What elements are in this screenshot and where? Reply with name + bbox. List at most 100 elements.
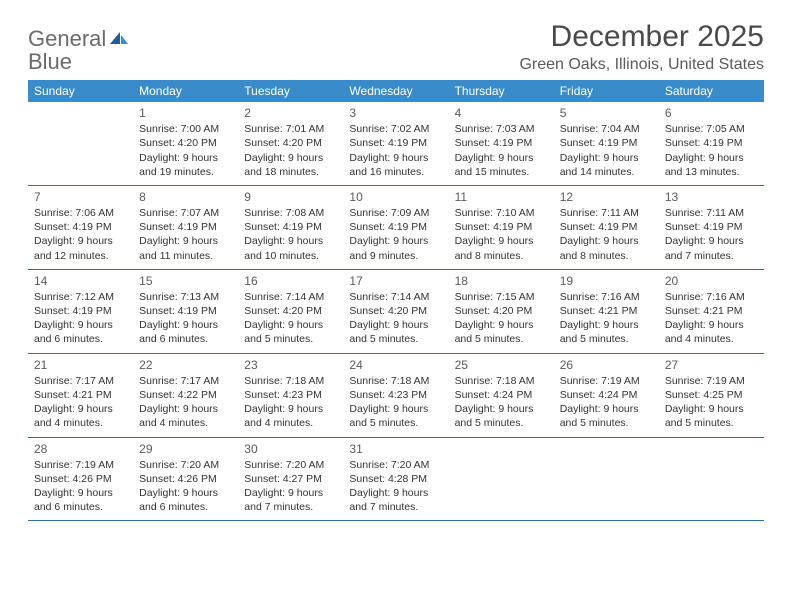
sunrise-text: Sunrise: 7:20 AM	[244, 458, 337, 472]
daylight-text: Daylight: 9 hours and 11 minutes.	[139, 234, 232, 262]
day-number: 21	[34, 357, 127, 373]
sunrise-text: Sunrise: 7:08 AM	[244, 206, 337, 220]
sunset-text: Sunset: 4:20 PM	[139, 136, 232, 150]
sunset-text: Sunset: 4:19 PM	[349, 136, 442, 150]
calendar: SundayMondayTuesdayWednesdayThursdayFrid…	[28, 80, 764, 521]
day-cell	[659, 438, 764, 521]
sunrise-text: Sunrise: 7:12 AM	[34, 290, 127, 304]
daylight-text: Daylight: 9 hours and 4 minutes.	[665, 318, 758, 346]
sunrise-text: Sunrise: 7:16 AM	[560, 290, 653, 304]
day-cell: 6Sunrise: 7:05 AMSunset: 4:19 PMDaylight…	[659, 102, 764, 185]
logo-text-block: General Blue	[28, 28, 130, 74]
sunrise-text: Sunrise: 7:18 AM	[349, 374, 442, 388]
daylight-text: Daylight: 9 hours and 5 minutes.	[349, 402, 442, 430]
day-number: 2	[244, 105, 337, 121]
sunset-text: Sunset: 4:19 PM	[665, 220, 758, 234]
day-cell	[28, 102, 133, 185]
sunset-text: Sunset: 4:19 PM	[455, 136, 548, 150]
sunrise-text: Sunrise: 7:11 AM	[560, 206, 653, 220]
day-cell: 11Sunrise: 7:10 AMSunset: 4:19 PMDayligh…	[449, 186, 554, 269]
day-cell: 15Sunrise: 7:13 AMSunset: 4:19 PMDayligh…	[133, 270, 238, 353]
day-cell: 22Sunrise: 7:17 AMSunset: 4:22 PMDayligh…	[133, 354, 238, 437]
day-number: 18	[455, 273, 548, 289]
sunrise-text: Sunrise: 7:14 AM	[349, 290, 442, 304]
sunset-text: Sunset: 4:19 PM	[349, 220, 442, 234]
daylight-text: Daylight: 9 hours and 15 minutes.	[455, 151, 548, 179]
sunset-text: Sunset: 4:20 PM	[244, 304, 337, 318]
day-header-saturday: Saturday	[659, 80, 764, 102]
sunset-text: Sunset: 4:23 PM	[349, 388, 442, 402]
day-number: 10	[349, 189, 442, 205]
day-number: 15	[139, 273, 232, 289]
daylight-text: Daylight: 9 hours and 9 minutes.	[349, 234, 442, 262]
daylight-text: Daylight: 9 hours and 7 minutes.	[244, 486, 337, 514]
sunset-text: Sunset: 4:20 PM	[455, 304, 548, 318]
day-number: 16	[244, 273, 337, 289]
day-cell	[554, 438, 659, 521]
sunset-text: Sunset: 4:23 PM	[244, 388, 337, 402]
month-title: December 2025	[519, 20, 764, 54]
day-header-row: SundayMondayTuesdayWednesdayThursdayFrid…	[28, 80, 764, 102]
day-cell: 31Sunrise: 7:20 AMSunset: 4:28 PMDayligh…	[343, 438, 448, 521]
day-cell: 18Sunrise: 7:15 AMSunset: 4:20 PMDayligh…	[449, 270, 554, 353]
daylight-text: Daylight: 9 hours and 5 minutes.	[455, 402, 548, 430]
day-cell: 3Sunrise: 7:02 AMSunset: 4:19 PMDaylight…	[343, 102, 448, 185]
day-number: 3	[349, 105, 442, 121]
sunset-text: Sunset: 4:19 PM	[139, 220, 232, 234]
day-cell: 27Sunrise: 7:19 AMSunset: 4:25 PMDayligh…	[659, 354, 764, 437]
day-cell: 8Sunrise: 7:07 AMSunset: 4:19 PMDaylight…	[133, 186, 238, 269]
day-number: 11	[455, 189, 548, 205]
sail-icon	[108, 30, 130, 51]
sunset-text: Sunset: 4:26 PM	[139, 472, 232, 486]
day-cell: 26Sunrise: 7:19 AMSunset: 4:24 PMDayligh…	[554, 354, 659, 437]
sunset-text: Sunset: 4:24 PM	[455, 388, 548, 402]
sunrise-text: Sunrise: 7:05 AM	[665, 122, 758, 136]
day-number: 8	[139, 189, 232, 205]
sunrise-text: Sunrise: 7:00 AM	[139, 122, 232, 136]
day-number: 23	[244, 357, 337, 373]
day-header-friday: Friday	[554, 80, 659, 102]
day-number: 4	[455, 105, 548, 121]
sunrise-text: Sunrise: 7:09 AM	[349, 206, 442, 220]
daylight-text: Daylight: 9 hours and 16 minutes.	[349, 151, 442, 179]
day-cell: 21Sunrise: 7:17 AMSunset: 4:21 PMDayligh…	[28, 354, 133, 437]
daylight-text: Daylight: 9 hours and 8 minutes.	[455, 234, 548, 262]
sunrise-text: Sunrise: 7:19 AM	[665, 374, 758, 388]
daylight-text: Daylight: 9 hours and 18 minutes.	[244, 151, 337, 179]
day-number: 14	[34, 273, 127, 289]
day-header-sunday: Sunday	[28, 80, 133, 102]
logo-text-blue: Blue	[28, 49, 72, 74]
day-cell: 16Sunrise: 7:14 AMSunset: 4:20 PMDayligh…	[238, 270, 343, 353]
day-header-wednesday: Wednesday	[343, 80, 448, 102]
daylight-text: Daylight: 9 hours and 5 minutes.	[349, 318, 442, 346]
day-number: 17	[349, 273, 442, 289]
day-cell: 9Sunrise: 7:08 AMSunset: 4:19 PMDaylight…	[238, 186, 343, 269]
sunset-text: Sunset: 4:25 PM	[665, 388, 758, 402]
logo-text-general: General	[28, 26, 106, 51]
daylight-text: Daylight: 9 hours and 4 minutes.	[244, 402, 337, 430]
day-number: 28	[34, 441, 127, 457]
sunrise-text: Sunrise: 7:03 AM	[455, 122, 548, 136]
sunset-text: Sunset: 4:19 PM	[139, 304, 232, 318]
sunrise-text: Sunrise: 7:04 AM	[560, 122, 653, 136]
day-cell: 17Sunrise: 7:14 AMSunset: 4:20 PMDayligh…	[343, 270, 448, 353]
day-number: 12	[560, 189, 653, 205]
day-cell: 28Sunrise: 7:19 AMSunset: 4:26 PMDayligh…	[28, 438, 133, 521]
day-number: 19	[560, 273, 653, 289]
day-cell: 25Sunrise: 7:18 AMSunset: 4:24 PMDayligh…	[449, 354, 554, 437]
sunset-text: Sunset: 4:21 PM	[560, 304, 653, 318]
sunset-text: Sunset: 4:19 PM	[34, 304, 127, 318]
sunrise-text: Sunrise: 7:18 AM	[455, 374, 548, 388]
sunrise-text: Sunrise: 7:20 AM	[349, 458, 442, 472]
title-block: December 2025 Green Oaks, Illinois, Unit…	[519, 20, 764, 74]
sunrise-text: Sunrise: 7:15 AM	[455, 290, 548, 304]
sunrise-text: Sunrise: 7:13 AM	[139, 290, 232, 304]
week-row: 14Sunrise: 7:12 AMSunset: 4:19 PMDayligh…	[28, 270, 764, 354]
sunset-text: Sunset: 4:19 PM	[560, 220, 653, 234]
daylight-text: Daylight: 9 hours and 6 minutes.	[139, 486, 232, 514]
day-number: 9	[244, 189, 337, 205]
sunrise-text: Sunrise: 7:10 AM	[455, 206, 548, 220]
sunrise-text: Sunrise: 7:02 AM	[349, 122, 442, 136]
daylight-text: Daylight: 9 hours and 6 minutes.	[139, 318, 232, 346]
day-number: 31	[349, 441, 442, 457]
